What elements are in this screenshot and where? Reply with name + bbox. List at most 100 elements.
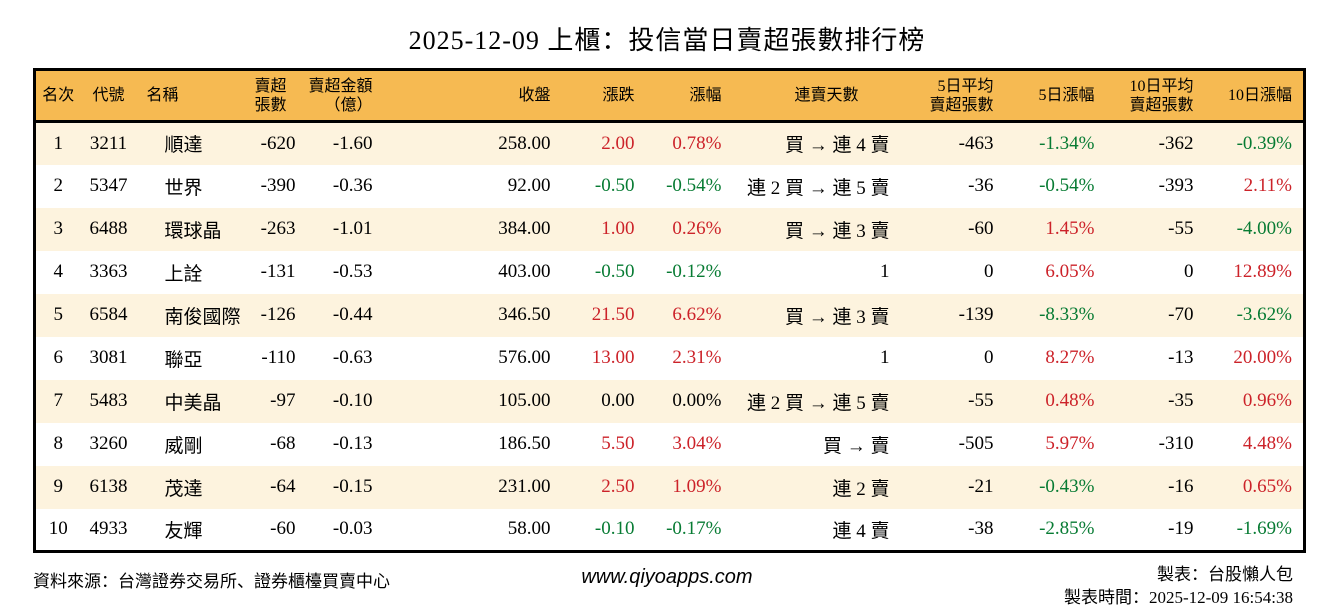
made-time-line: 製表時間：2025-12-09 16:54:38 — [1063, 588, 1293, 607]
change-cell: 2.50 — [601, 476, 635, 497]
col-header-label: 賣超張數 — [254, 77, 287, 114]
streak-cell: 連 4 賣 — [832, 520, 890, 542]
data-source-note: 資料來源：台灣證券交易所、證券櫃檯買賣中心 — [33, 572, 390, 591]
streak-cell: 1 — [880, 261, 890, 282]
avg10-cell: -13 — [1168, 347, 1194, 368]
table-row: 1 3211 順達 -620 -1.60 258.00 2.00 0.78% 買 → 連 4 賣… — [34, 121, 1305, 165]
change-cell: 2.00 — [601, 132, 635, 154]
table-header: 名次 代號 名稱 賣超張數 賣超金額 （億） 收盤 漲跌 漲幅 連賣天數 5日平均 賣超張數 5日漲幅 1… — [34, 69, 1305, 123]
change-cell: 21.50 — [591, 304, 635, 325]
pct10-cell: 0.65% — [1242, 476, 1292, 497]
sell_shares-cell: -64 — [270, 476, 296, 497]
pct5-cell: 6.05% — [1045, 261, 1095, 282]
name-cell: 上詮 — [164, 263, 203, 285]
code-cell: 6584 — [89, 304, 128, 325]
avg5-cell: 0 — [984, 347, 994, 368]
close-cell: 258.00 — [498, 132, 551, 154]
rank-cell: 5 — [53, 304, 64, 325]
pct10-cell: -1.69% — [1236, 518, 1292, 540]
streak-cell: 買 → 賣 — [822, 435, 890, 457]
code-cell: 5483 — [89, 390, 128, 411]
streak-cell: 連 2 買 → 連 5 賣 — [746, 392, 890, 414]
pct10-cell: 0.96% — [1242, 390, 1292, 411]
credit-block: 製表：台股懶人包 製表時間：2025-12-09 16:54:38 — [1064, 563, 1293, 609]
sell_amount-cell: -1.01 — [332, 218, 373, 239]
col-header-label: 連賣天數 — [794, 87, 859, 104]
rank-cell: 1 — [53, 132, 64, 154]
code-cell: 6138 — [89, 476, 128, 497]
sell_amount-cell: -0.13 — [332, 433, 373, 454]
table-row: 8 3260 威剛 -68 -0.13 186.50 5.50 3.04% 買 → 賣 -505 5… — [35, 423, 1305, 466]
change_pct-cell: 0.00% — [672, 390, 722, 411]
rank-cell: 7 — [53, 390, 64, 411]
ranking-table: 名次 代號 名稱 賣超張數 賣超金額 （億） 收盤 漲跌 漲幅 連賣天數 5日平均 賣超張數 5日漲幅 1… — [33, 68, 1306, 553]
rank-cell: 3 — [53, 218, 64, 239]
table-row: 2 5347 世界 -390 -0.36 92.00 -0.50 -0.54% 連 2 買 → … — [35, 165, 1305, 208]
pct5-cell: -8.33% — [1039, 304, 1095, 325]
col-header-label: 漲跌 — [602, 87, 635, 104]
close-cell: 105.00 — [498, 390, 551, 411]
avg5-cell: -463 — [958, 132, 994, 154]
avg10-cell: -19 — [1168, 518, 1194, 540]
change_pct-cell: -0.54% — [666, 175, 722, 196]
col-header-change: 漲跌 — [561, 69, 646, 123]
pct5-cell: 8.27% — [1045, 347, 1095, 368]
pct10-cell: 2.11% — [1243, 175, 1292, 196]
name-cell: 環球晶 — [164, 220, 222, 242]
sell_shares-cell: -97 — [270, 390, 296, 411]
name-cell: 順達 — [164, 135, 203, 157]
close-cell: 384.00 — [498, 218, 551, 239]
avg5-cell: -505 — [958, 433, 994, 454]
col-header-close: 收盤 — [383, 69, 562, 123]
change_pct-cell: 3.04% — [672, 433, 722, 454]
table-row: 9 6138 茂達 -64 -0.15 231.00 2.50 1.09% 連 2 賣 -21 -0… — [34, 465, 1305, 509]
change-cell: 1.00 — [601, 218, 635, 239]
col-header-sell_shares: 賣超張數 — [253, 69, 307, 123]
rank-cell: 10 — [48, 518, 68, 540]
avg10-cell: -70 — [1168, 304, 1194, 325]
col-header-label: （億） — [324, 96, 373, 114]
code-cell: 3363 — [89, 261, 128, 282]
table-body: 1 3211 順達 -620 -1.60 258.00 2.00 0.78% 買 → 連 4 賣… — [34, 121, 1305, 552]
rank-cell: 6 — [53, 347, 64, 368]
col-header-label: 10日漲幅 — [1227, 87, 1292, 104]
rank-cell: 2 — [53, 175, 64, 196]
sell_amount-cell: -0.03 — [332, 518, 373, 540]
avg5-cell: 0 — [984, 261, 994, 282]
col-header-label: 收盤 — [518, 87, 551, 104]
avg5-cell: -36 — [968, 175, 994, 196]
code-cell: 6488 — [89, 218, 128, 239]
col-header-label: 名稱 — [146, 87, 179, 104]
change_pct-cell: 0.78% — [672, 132, 722, 154]
col-header-label: 5日平均 — [937, 77, 994, 95]
name-cell: 中美晶 — [164, 392, 222, 414]
name-cell: 茂達 — [164, 478, 203, 500]
avg10-cell: -35 — [1168, 390, 1194, 411]
close-cell: 346.50 — [498, 304, 551, 325]
table-row: 3 6488 環球晶 -263 -1.01 384.00 1.00 0.26% 買 → 連 3 … — [34, 207, 1305, 251]
avg5-cell: -60 — [968, 218, 994, 239]
pct5-cell: -1.34% — [1039, 132, 1095, 154]
col-header-label: 賣超張數 — [1129, 96, 1194, 114]
avg10-cell: -393 — [1158, 175, 1194, 196]
change_pct-cell: -0.17% — [666, 518, 722, 540]
sell_shares-cell: -110 — [261, 347, 296, 368]
change-cell: 5.50 — [601, 433, 635, 454]
streak-cell: 買 → 連 3 賣 — [784, 306, 890, 328]
pct10-cell: 12.89% — [1233, 261, 1292, 282]
col-header-label: 漲幅 — [689, 87, 722, 104]
sell_shares-cell: -68 — [270, 433, 296, 454]
name-cell: 世界 — [164, 177, 203, 199]
avg10-cell: -310 — [1158, 433, 1194, 454]
close-cell: 403.00 — [498, 261, 551, 282]
streak-cell: 連 2 買 → 連 5 賣 — [746, 177, 890, 199]
streak-cell: 買 → 連 3 賣 — [784, 220, 890, 242]
col-header-label: 賣超金額 — [308, 77, 373, 95]
sell_shares-cell: -263 — [260, 218, 296, 239]
page-title: 2025-12-09 上櫃：投信當日賣超張數排行榜 — [408, 26, 926, 55]
avg5-cell: -139 — [958, 304, 994, 325]
sell_amount-cell: -0.63 — [332, 347, 373, 368]
change-cell: -0.50 — [594, 175, 635, 196]
avg10-cell: -55 — [1168, 218, 1194, 239]
